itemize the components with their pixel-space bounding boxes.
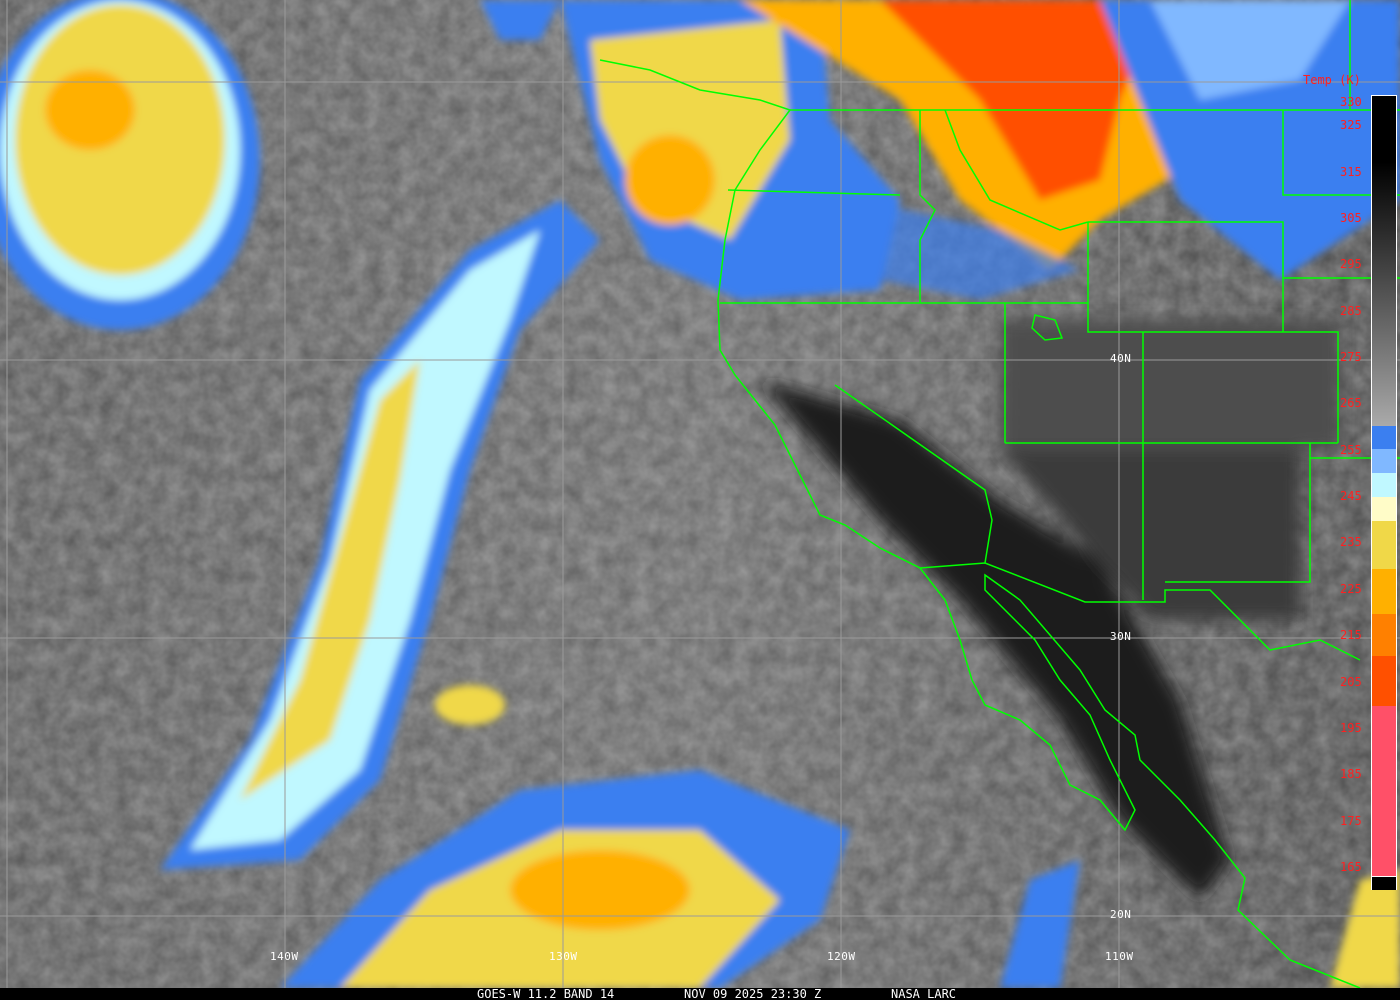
colorbar-gray-segment <box>1372 96 1396 426</box>
colorbar-tick-label: 185 <box>1340 767 1362 782</box>
lat-label-20n: 20N <box>1110 908 1132 921</box>
colorbar-tick-label: 295 <box>1340 257 1362 272</box>
state-borders <box>720 0 1400 661</box>
colorbar-tick-label: 330 <box>1340 95 1362 109</box>
colorbar-tick-label: 315 <box>1340 164 1362 179</box>
colorbar-tick-label: 205 <box>1340 674 1362 689</box>
colorbar-yellow-segment <box>1372 521 1396 569</box>
satellite-band-label: GOES-W 11.2 BAND 14 <box>477 987 615 1000</box>
colorbar-orange-segment <box>1372 614 1396 656</box>
colorbar-title: Temp (K) <box>1303 73 1361 87</box>
colorbar-redorange-segment <box>1372 656 1396 706</box>
lat-label-40n: 40N <box>1110 352 1132 365</box>
colorbar-cream-segment <box>1372 497 1396 521</box>
lat-label-30n: 30N <box>1110 630 1132 643</box>
colorbar-tick-label: 245 <box>1340 489 1362 504</box>
lon-label-130w: 130W <box>549 950 578 963</box>
colorbar-blue-segment <box>1372 426 1396 449</box>
colorbar-black-segment <box>1372 876 1396 890</box>
colorbar-pink-segment <box>1372 706 1396 876</box>
colorbar-tick-label: 265 <box>1340 396 1362 411</box>
lon-label-120w: 120W <box>827 950 856 963</box>
colorbar-tick-label: 275 <box>1340 350 1362 364</box>
colorbar-tick-label: 305 <box>1340 210 1362 225</box>
warm-land <box>760 320 1340 900</box>
colorbar-tick-label: 285 <box>1340 303 1362 318</box>
colorbar-amber-segment <box>1372 569 1396 614</box>
colorbar-tick-label: 215 <box>1340 628 1362 643</box>
great-salt-lake <box>1031 314 1064 341</box>
colorbar-tick-label: 255 <box>1340 442 1362 457</box>
colorbar-tick-label: 165 <box>1340 860 1362 874</box>
colorbar-tick-label: 235 <box>1340 535 1362 550</box>
colorbar-cyan-segment <box>1372 473 1396 497</box>
footer-bar: GOES-W 11.2 BAND 14 NOV 09 2025 23:30 Z … <box>0 988 1400 1000</box>
colorbar-tick-label: 175 <box>1340 813 1362 828</box>
datetime-label: NOV 09 2025 23:30 Z <box>684 987 822 1000</box>
coastline <box>599 59 1361 988</box>
colorbar-tick-label: 325 <box>1340 118 1362 133</box>
lon-label-110w: 110W <box>1105 950 1134 963</box>
lon-label-140w: 140W <box>270 950 299 963</box>
political-boundaries <box>599 0 1400 988</box>
credit-label: NASA LARC <box>891 987 957 1000</box>
colorbar-tick-label: 225 <box>1340 581 1362 596</box>
temperature-colorbar <box>1371 95 1397 890</box>
colorbar-lightblue-segment <box>1372 449 1396 473</box>
colorbar-tick-label: 195 <box>1340 720 1362 735</box>
